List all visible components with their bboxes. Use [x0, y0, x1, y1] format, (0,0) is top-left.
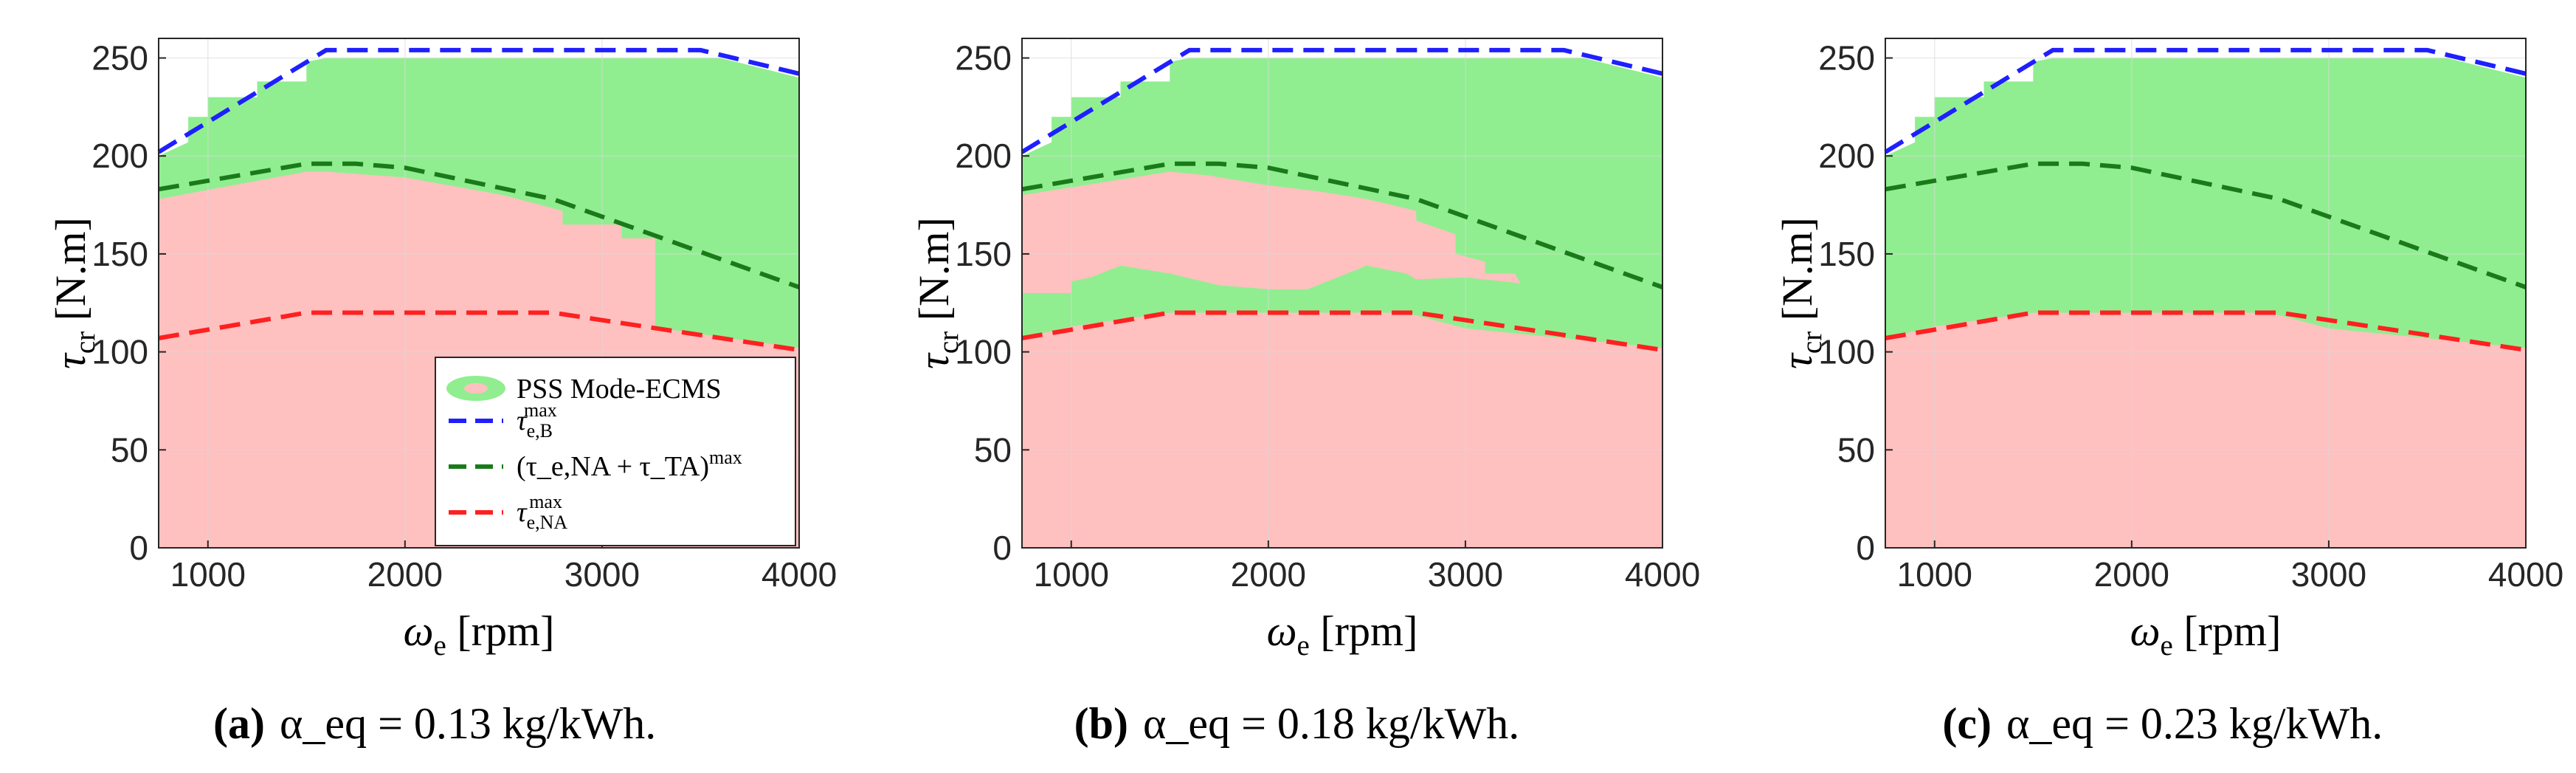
legend-patch-pss — [464, 383, 488, 394]
y-tick-label: 0 — [992, 529, 1012, 567]
legend-entry-3: τe,NAmax — [517, 491, 567, 533]
caption: (b) α_eq = 0.18 kg/kWh. — [1074, 699, 1520, 748]
y-tick-label: 50 — [111, 430, 148, 469]
y-tick-label: 250 — [91, 39, 148, 78]
y-tick-label: 250 — [1818, 39, 1875, 78]
caption-text: α_eq = 0.18 kg/kWh. — [1143, 699, 1519, 748]
series-line-0 — [157, 47, 800, 154]
legend-entry-2: (τ_e,NA + τ_TA)max — [517, 447, 742, 482]
caption-text: α_eq = 0.23 kg/kWh. — [2006, 699, 2383, 748]
y-tick-label: 0 — [1856, 529, 1875, 567]
x-tick-label: 4000 — [1625, 555, 1700, 594]
chart-panel-a: 1000 2000 3000 4000 0 50 100 150 200 250 ωe [rpm] τ… — [46, 38, 837, 748]
x-axis-label: ωe [rpm] — [2130, 607, 2282, 662]
y-tick-label: 50 — [974, 430, 1012, 469]
y-tick-label: 150 — [91, 235, 148, 273]
series-line-1 — [1021, 161, 1664, 289]
x-tick-label: 3000 — [2291, 555, 2366, 594]
x-tick-label: 1000 — [1034, 555, 1109, 594]
legend-entry-1: τe,Bmax — [517, 399, 557, 442]
y-axis-label: τcr [N.m] — [46, 217, 101, 369]
caption-label: (b) — [1074, 699, 1128, 748]
x-tick-label: 4000 — [2488, 555, 2563, 594]
y-tick-label: 200 — [955, 137, 1012, 175]
x-tick-label: 2000 — [1231, 555, 1306, 594]
x-tick-label: 1000 — [1897, 555, 1972, 594]
x-tick-label: 1000 — [170, 555, 246, 594]
y-axis-label: τcr [N.m] — [910, 217, 964, 369]
y-tick-label: 200 — [1818, 137, 1875, 175]
y-tick-label: 0 — [129, 529, 148, 567]
caption: (c) α_eq = 0.23 kg/kWh. — [1942, 699, 2383, 748]
series-line-0 — [1021, 47, 1663, 154]
series-line-2 — [158, 310, 800, 352]
x-axis-label: ωe [rpm] — [1267, 607, 1418, 662]
chart-panel-c: 1000 2000 3000 4000 0 50 100 150 200 250 ωe [rpm] τ… — [1773, 38, 2563, 748]
axes-frame — [1885, 38, 2527, 549]
y-tick-label: 100 — [1818, 333, 1875, 371]
x-tick-label: 2000 — [367, 555, 443, 594]
caption-label: (a) — [213, 699, 265, 748]
y-tick-label: 250 — [955, 39, 1012, 78]
axes-frame — [1021, 38, 1663, 549]
y-tick-label: 50 — [1837, 430, 1875, 469]
y-tick-label: 100 — [91, 333, 148, 371]
x-axis-label: ωe [rpm] — [404, 607, 555, 662]
y-tick-label: 150 — [1818, 235, 1875, 273]
x-tick-label: 4000 — [762, 555, 837, 594]
series-line-2 — [1885, 310, 2527, 352]
legend-entry-0: PSS Mode-ECMS — [517, 374, 722, 405]
axes-frame — [158, 38, 800, 549]
y-axis-label: τcr [N.m] — [1773, 217, 1828, 369]
y-tick-label: 100 — [955, 333, 1012, 371]
x-tick-label: 3000 — [564, 555, 640, 594]
y-tick-label: 200 — [91, 137, 148, 175]
chart-panel-b: 1000 2000 3000 4000 0 50 100 150 200 250 ωe [rpm] τ… — [910, 38, 1700, 748]
series-line-1 — [158, 161, 801, 289]
region-2 — [1022, 171, 1521, 293]
region-1 — [1885, 312, 2526, 548]
series-line-0 — [1884, 47, 2527, 154]
series-line-1 — [1885, 161, 2527, 289]
x-tick-label: 2000 — [2094, 555, 2169, 594]
caption: (a) α_eq = 0.13 kg/kWh. — [213, 699, 656, 748]
region-1 — [1022, 312, 1662, 548]
x-tick-label: 3000 — [1428, 555, 1503, 594]
caption-label: (c) — [1942, 699, 1992, 748]
y-tick-label: 150 — [955, 235, 1012, 273]
series-line-2 — [1021, 310, 1663, 352]
caption-text: α_eq = 0.13 kg/kWh. — [280, 699, 656, 748]
